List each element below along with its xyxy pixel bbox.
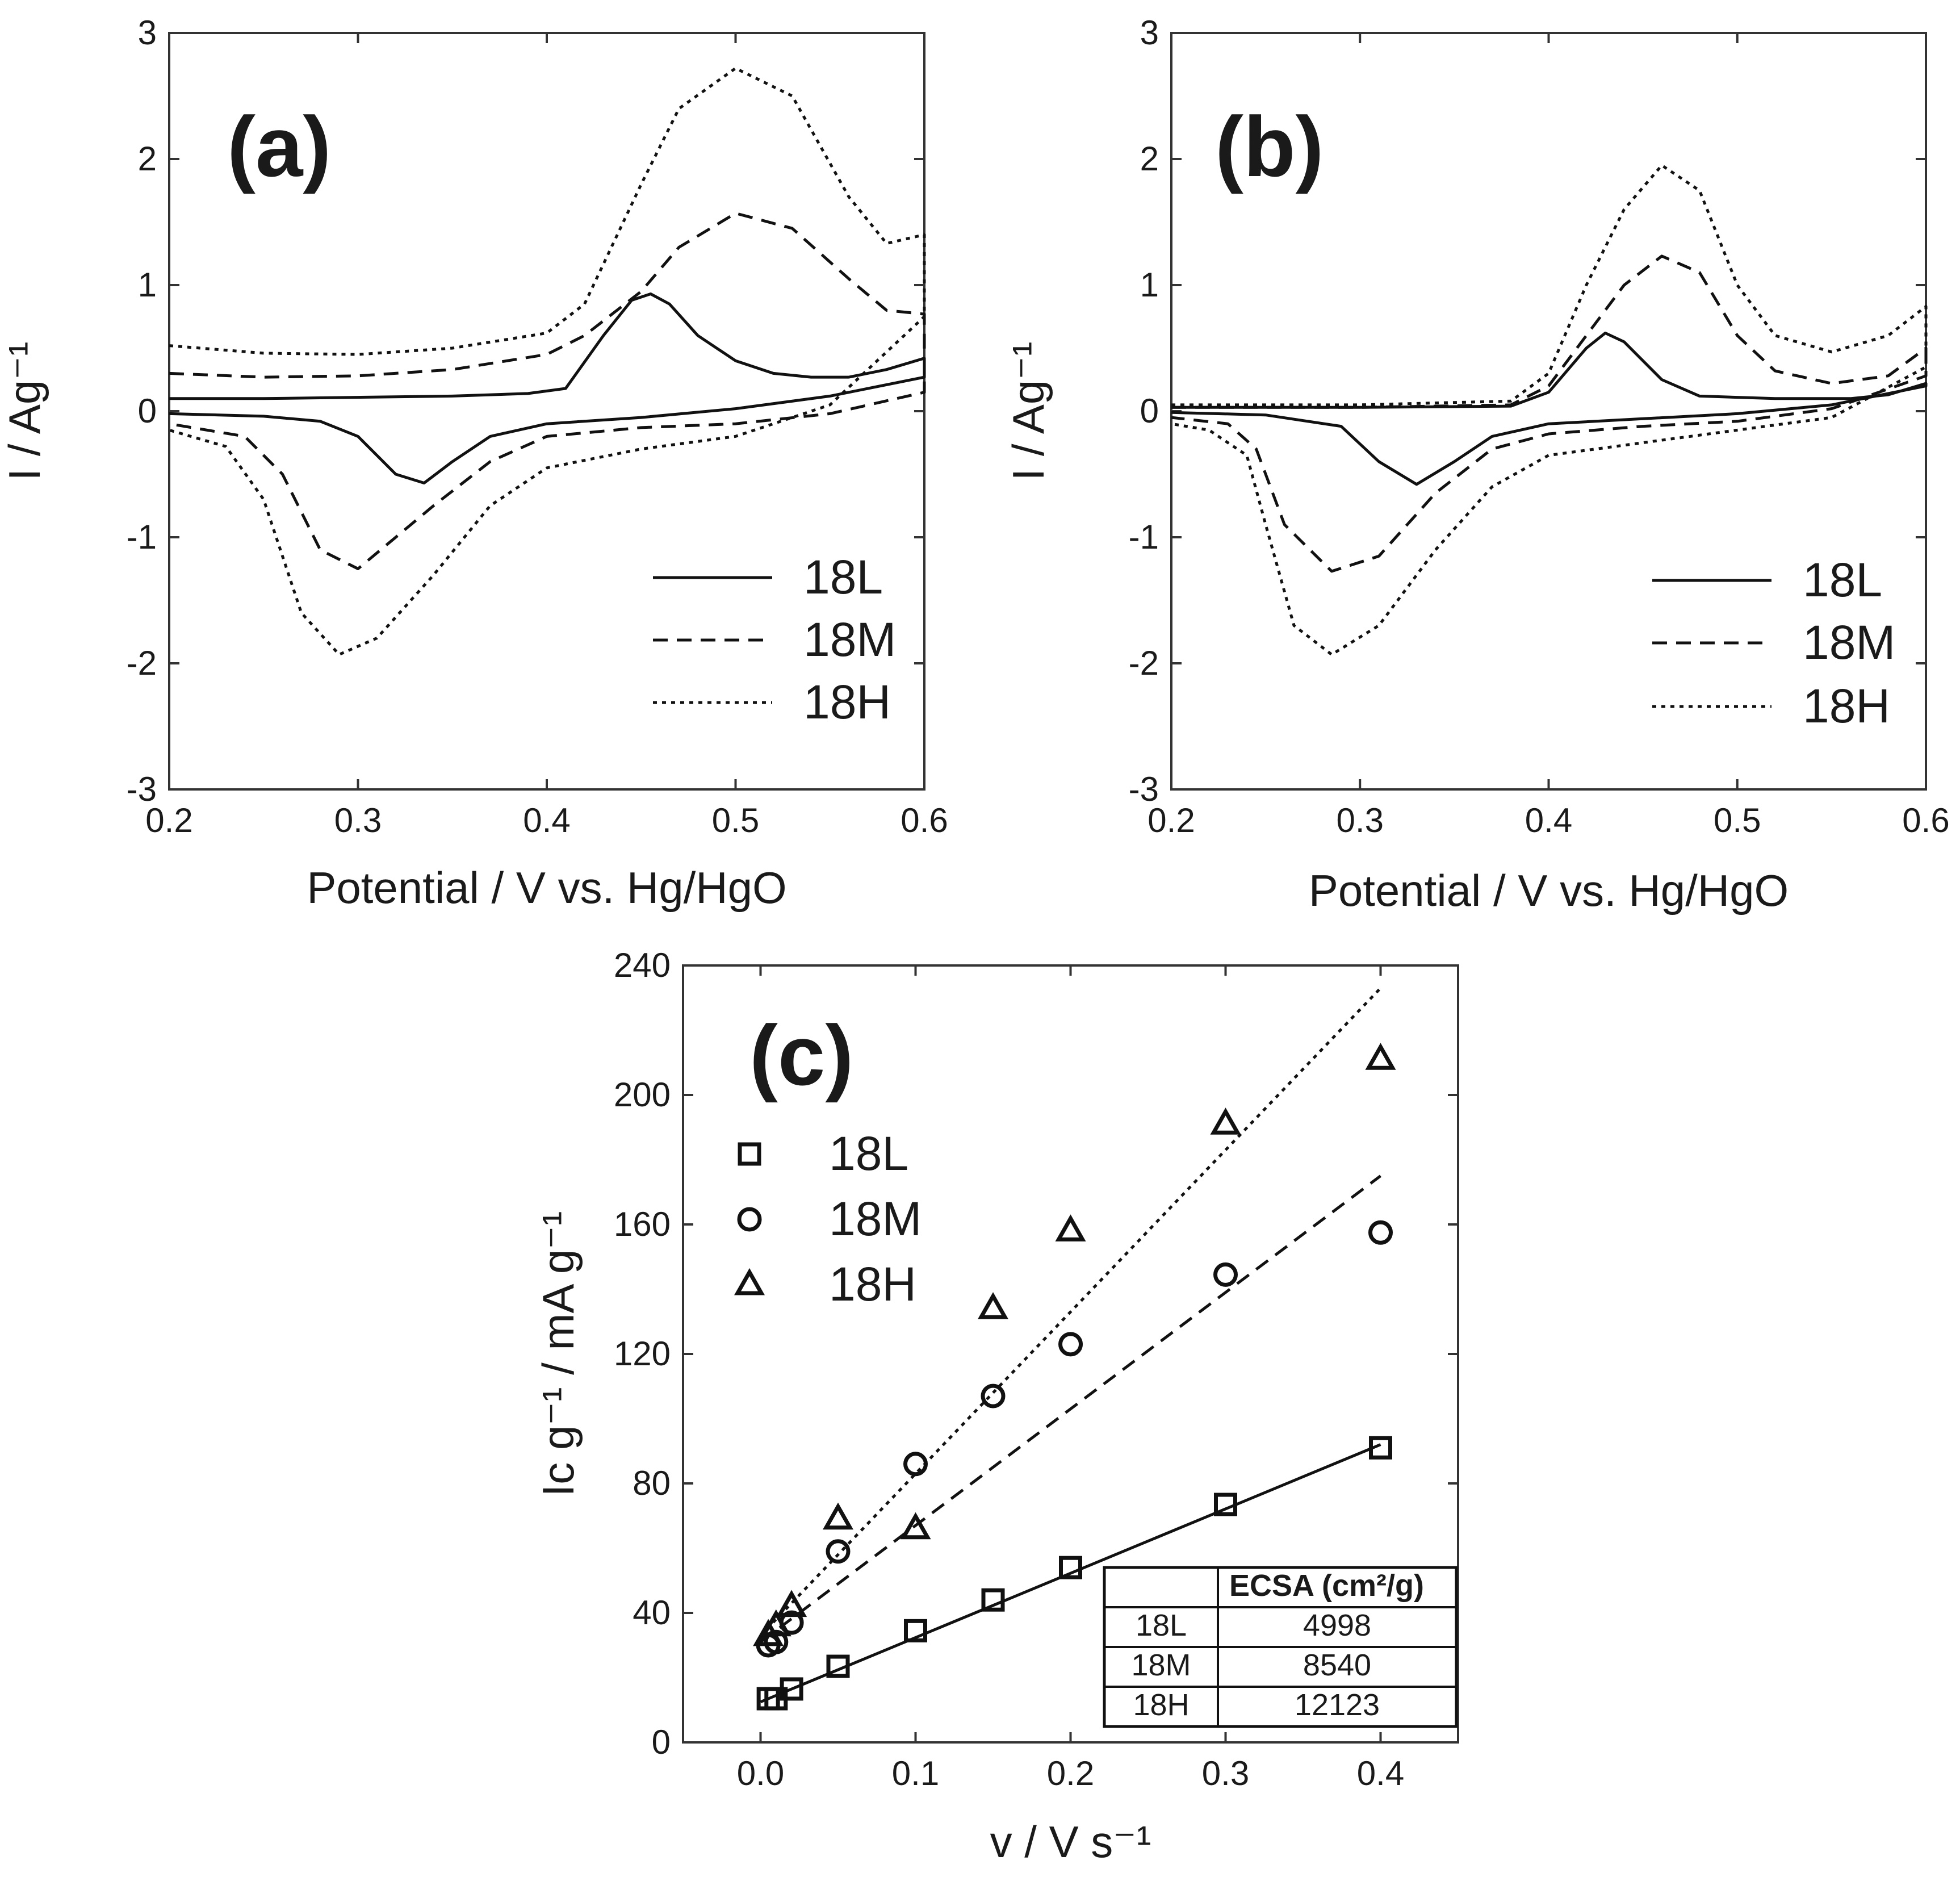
legend-marker-18H xyxy=(734,1268,765,1295)
x-tick-label: 0.2 xyxy=(1147,801,1195,839)
y-tick-label: 80 xyxy=(633,1464,671,1502)
ecsa-table-value: 12123 xyxy=(1295,1688,1380,1722)
legend-marker-18M xyxy=(737,1207,762,1232)
data-point-18H xyxy=(822,1502,854,1530)
y-tick-label: 1 xyxy=(138,266,157,304)
x-tick-label: 0.6 xyxy=(901,801,948,839)
fit-line-18M xyxy=(759,1174,1382,1644)
y-tick-label: -3 xyxy=(1129,770,1159,808)
data-point-18H xyxy=(977,1292,1009,1319)
x-tick-label: 0.0 xyxy=(737,1754,784,1792)
x-tick-label: 0.4 xyxy=(1525,801,1572,839)
x-tick-label: 0.1 xyxy=(892,1754,939,1792)
y-tick-label: -2 xyxy=(1129,644,1159,682)
panel-a-cv-plot: -3 -2 -1 0 1 2 3 0.2 0.3 0.4 0.5 0.6 Potential / V v… xyxy=(0,14,948,913)
data-point-18M xyxy=(764,1629,789,1654)
data-point-18L xyxy=(1059,1556,1082,1579)
legend-label-18H: 18H xyxy=(803,675,891,729)
ecsa-table-sample: 18L xyxy=(1136,1608,1187,1642)
ecsa-table-value: 4998 xyxy=(1303,1608,1371,1642)
legend-label-18M: 18M xyxy=(829,1192,922,1245)
y-tick-label: 3 xyxy=(138,14,157,52)
x-tick-label: 0.4 xyxy=(1357,1754,1404,1792)
y-axis-label: I / Ag⁻¹ xyxy=(1003,342,1053,481)
data-point-18M xyxy=(826,1539,851,1564)
x-tick-label: 0.4 xyxy=(523,801,570,839)
x-tick-label: 0.6 xyxy=(1902,801,1949,839)
data-point-18L xyxy=(780,1677,803,1701)
fit-line-18H xyxy=(759,987,1382,1637)
y-tick-label: 40 xyxy=(633,1594,671,1632)
legend-label-18H: 18H xyxy=(1803,679,1890,733)
x-axis-label: v / V s⁻¹ xyxy=(990,1817,1151,1867)
x-axis-label: Potential / V vs. Hg/HgO xyxy=(307,863,786,913)
x-tick-label: 0.3 xyxy=(1337,801,1384,839)
data-point-18L xyxy=(904,1619,927,1642)
data-point-18M xyxy=(1213,1262,1238,1287)
fit-line-18L xyxy=(760,1443,1381,1704)
cv-curve-18M xyxy=(1171,254,1928,573)
legend-label-18M: 18M xyxy=(1803,616,1895,669)
data-point-18H xyxy=(776,1590,807,1617)
y-tick-label: 2 xyxy=(1140,140,1159,178)
x-tick-label: 0.3 xyxy=(334,801,382,839)
ecsa-table-sample: 18M xyxy=(1131,1648,1191,1682)
ecsa-table-header: ECSA (cm²/g) xyxy=(1229,1569,1424,1603)
ecsa-table: ECSA (cm²/g) 18L 4998 18M 8540 18H 12123 xyxy=(1103,1566,1458,1728)
y-tick-label: 3 xyxy=(1140,14,1159,52)
x-tick-label: 0.3 xyxy=(1202,1754,1249,1792)
data-point-18H xyxy=(1365,1043,1396,1070)
legend-marker-18L xyxy=(738,1142,761,1166)
y-tick-label: 200 xyxy=(614,1076,671,1114)
data-point-18L xyxy=(1369,1436,1392,1460)
panel-label: (a) xyxy=(227,99,331,194)
ecsa-table-value: 8540 xyxy=(1303,1648,1371,1682)
y-tick-label: -3 xyxy=(127,770,157,808)
panel-c-scatter-plot: 0 40 80 120 160 200 240 0.0 0.1 0.2 0.3 0.4 v / V s⁻… xyxy=(533,946,1459,1867)
cv-curve-18H xyxy=(1171,164,1928,656)
y-tick-label: -2 xyxy=(127,644,157,682)
y-tick-label: 0 xyxy=(652,1723,671,1761)
y-tick-label: -1 xyxy=(1129,518,1159,556)
y-tick-label: 0 xyxy=(1140,392,1159,430)
panel-label: (b) xyxy=(1215,99,1324,194)
y-tick-label: 0 xyxy=(138,392,157,430)
y-tick-label: -1 xyxy=(127,518,157,556)
data-point-18H xyxy=(1055,1214,1086,1241)
data-point-18L xyxy=(826,1654,850,1678)
panel-label: (c) xyxy=(749,1007,853,1103)
y-axis-label: Iᴄ g⁻¹ / mA g⁻¹ xyxy=(533,1211,583,1497)
x-tick-label: 0.5 xyxy=(1714,801,1761,839)
y-tick-label: 160 xyxy=(614,1205,671,1243)
y-tick-label: 1 xyxy=(1140,266,1159,304)
y-axis-label: I / Ag⁻¹ xyxy=(0,342,49,481)
legend-label-18L: 18L xyxy=(829,1127,908,1180)
data-point-18M xyxy=(981,1383,1006,1408)
cv-curve-18M xyxy=(169,212,926,570)
y-tick-label: 2 xyxy=(138,140,157,178)
data-point-18L xyxy=(981,1588,1005,1612)
y-tick-label: 120 xyxy=(614,1335,671,1373)
legend-label-18M: 18M xyxy=(803,613,896,666)
x-tick-label: 0.2 xyxy=(145,801,192,839)
y-tick-label: 240 xyxy=(614,946,671,984)
data-point-18H xyxy=(1210,1107,1241,1135)
data-point-18L xyxy=(1214,1493,1237,1516)
panel-b-cv-plot: -3 -2 -1 0 1 2 3 0.2 0.3 0.4 0.5 0.6 Potential / V v… xyxy=(1003,14,1950,915)
x-tick-label: 0.2 xyxy=(1047,1754,1094,1792)
data-point-18M xyxy=(1058,1332,1083,1357)
x-tick-label: 0.5 xyxy=(712,801,759,839)
data-point-18H xyxy=(760,1609,791,1637)
cv-curve-18L xyxy=(1171,331,1928,486)
data-point-18M xyxy=(903,1452,928,1477)
data-point-18M xyxy=(1368,1220,1393,1245)
legend-label-18H: 18H xyxy=(829,1257,916,1311)
legend-label-18L: 18L xyxy=(803,550,883,604)
data-point-18H xyxy=(900,1512,931,1540)
cv-curve-18L xyxy=(169,292,926,484)
ecsa-table-sample: 18H xyxy=(1133,1688,1189,1722)
legend-label-18L: 18L xyxy=(1803,553,1882,607)
x-axis-label: Potential / V vs. Hg/HgO xyxy=(1309,866,1789,915)
